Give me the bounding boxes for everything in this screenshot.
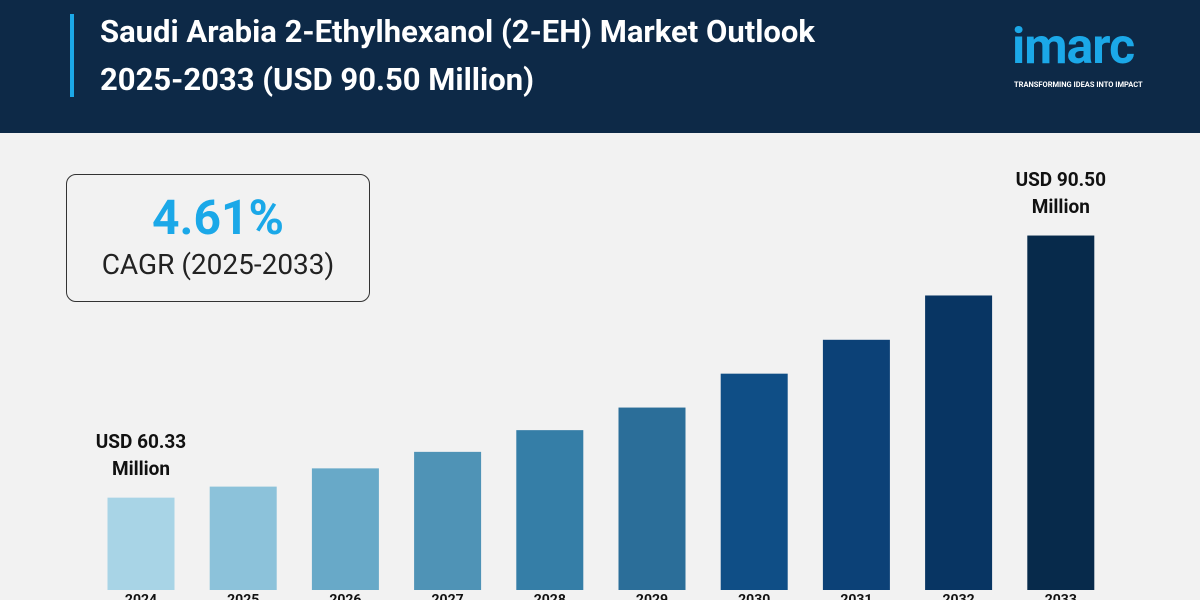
logo: imarc (1012, 18, 1135, 76)
x-tick-label: 2029 (636, 592, 668, 600)
bar (107, 497, 175, 590)
cagr-label: CAGR (2025-2033) (101, 248, 335, 281)
bar (516, 430, 584, 590)
title: Saudi Arabia 2-Ethylhexanol (2-EH) Marke… (100, 13, 815, 98)
bar (925, 295, 993, 590)
x-tick-label: 2032 (943, 592, 975, 600)
bar (720, 373, 788, 590)
x-tick-label: 2024 (125, 592, 157, 600)
tagline: TRANSFORMING IDEAS INTO IMPACT (1014, 80, 1143, 89)
bar (618, 407, 686, 590)
bar (414, 451, 482, 590)
x-tick-label: 2030 (738, 592, 770, 600)
x-tick-label: 2033 (1045, 592, 1077, 600)
bar (822, 339, 890, 590)
x-tick-label: 2025 (227, 592, 259, 600)
cagr-value: 4.61% (151, 189, 285, 246)
x-tick-label: 2027 (432, 592, 464, 600)
bar (209, 486, 277, 590)
bar (1027, 235, 1095, 590)
bar (311, 468, 379, 590)
header: Saudi Arabia 2-Ethylhexanol (2-EH) Marke… (0, 0, 1200, 133)
value-label: USD 60.33 Million (95, 429, 187, 480)
accent-line (70, 14, 74, 97)
x-tick-label: 2026 (329, 592, 361, 600)
x-tick-label: 2028 (534, 592, 566, 600)
x-tick-label: 2031 (840, 592, 872, 600)
cagr-box: 4.61% CAGR (2025-2033) (66, 174, 370, 302)
value-label: USD 90.50 Million (1015, 167, 1106, 218)
